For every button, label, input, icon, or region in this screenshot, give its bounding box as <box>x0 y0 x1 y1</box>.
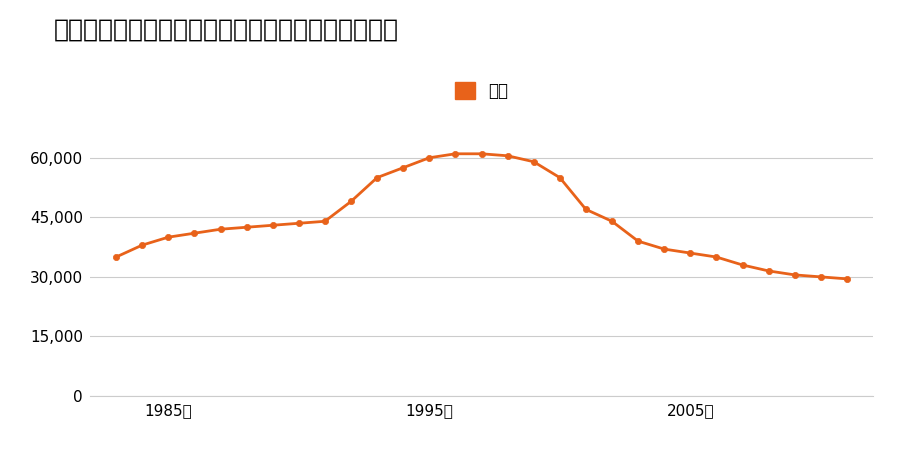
Legend: 価格: 価格 <box>448 75 515 107</box>
Text: 石川県河北郡内灘町向粟崎ホ１００番１の地価推移: 石川県河北郡内灘町向粟崎ホ１００番１の地価推移 <box>54 18 399 42</box>
